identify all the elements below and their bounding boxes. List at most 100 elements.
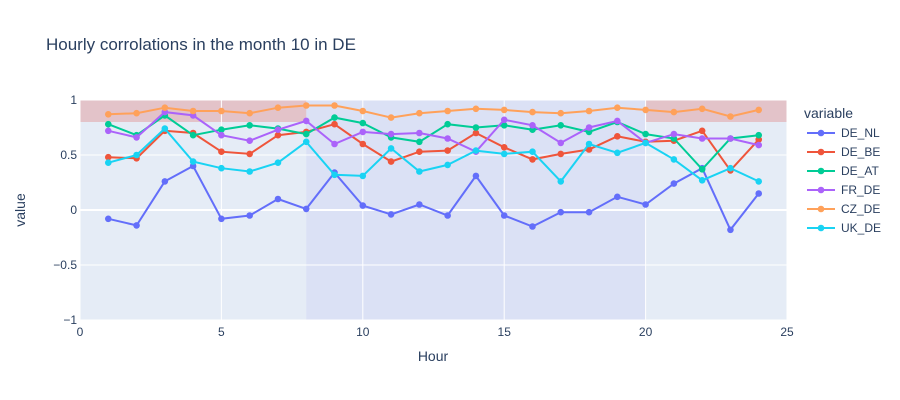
data-point-cz-de [472,105,480,113]
data-point-de-be [529,156,536,163]
legend-label: DE_NL [841,126,880,140]
data-point-uk-de [614,149,621,157]
data-point-de-nl [246,212,253,219]
legend-item-de-nl[interactable]: DE_NL [807,126,880,140]
data-point-cz-de [755,106,763,114]
data-point-cz-de [161,104,169,111]
legend-label: CZ_DE [841,202,880,216]
legend-swatch-marker [817,224,825,232]
data-point-de-at [331,114,338,121]
data-point-de-nl [416,201,423,208]
data-point-de-nl [557,208,565,216]
legend-item-cz-de[interactable]: CZ_DE [807,202,880,216]
data-point-de-nl [755,190,763,197]
data-point-de-nl [161,178,169,185]
data-point-fr-de [387,130,395,138]
data-point-uk-de [133,151,140,159]
data-point-cz-de [218,107,225,115]
series-line-de-at [107,114,759,171]
data-point-cz-de [529,108,536,116]
data-point-de-nl [274,195,282,203]
data-point-cz-de [500,106,508,114]
data-point-uk-de [529,148,536,155]
legend-swatch-marker [817,186,825,194]
series-uk-de [104,125,763,185]
data-point-uk-de [670,156,678,163]
data-point-de-nl [727,226,734,234]
data-point-uk-de [359,172,367,180]
data-point-de-be [274,131,282,139]
data-point-cz-de [387,114,395,121]
data-point-fr-de [557,139,565,147]
data-point-de-at [755,131,763,139]
data-point-de-at [557,122,565,129]
data-point-de-nl [218,215,225,223]
data-point-fr-de [302,117,310,125]
data-point-fr-de [585,124,593,131]
data-point-de-be [472,129,480,137]
legend-item-de-be[interactable]: DE_BE [807,145,880,159]
y-tick-label: 0.5 [60,148,77,162]
data-point-uk-de [585,140,593,148]
data-point-fr-de [104,127,112,135]
data-point-fr-de [727,135,734,142]
legend-label: DE_BE [841,145,880,159]
legend-label: UK_DE [841,221,881,235]
data-point-uk-de [727,164,734,172]
x-tick-label: 0 [77,325,84,339]
data-point-uk-de [472,147,480,154]
data-point-cz-de [698,105,706,113]
data-point-de-nl [529,223,536,230]
data-point-cz-de [104,111,112,118]
data-point-uk-de [189,158,197,165]
data-point-cz-de [246,109,253,117]
legend[interactable]: variable DE_NL DE_BE DE_AT FR_DE CZ_DE UK_DE [804,105,881,235]
legend-swatch-marker [817,205,825,213]
data-point-uk-de [302,138,310,146]
data-point-de-be [500,144,508,151]
legend-item-uk-de[interactable]: UK_DE [807,221,881,235]
legend-label: FR_DE [841,183,880,197]
data-point-cz-de [133,109,140,117]
data-point-de-be [557,150,565,158]
data-point-de-be [387,158,395,165]
data-point-cz-de [189,107,197,115]
data-point-cz-de [359,107,367,115]
data-point-de-at [500,122,508,129]
data-point-uk-de [444,161,451,169]
series-line-de-nl [108,164,760,232]
data-point-de-nl [387,211,395,218]
data-point-fr-de [614,117,621,125]
series-cz-de [104,102,763,121]
data-point-cz-de [302,102,310,109]
data-point-uk-de [246,168,253,175]
legend-swatch-marker [817,167,825,175]
y-tick-label: −0.5 [53,258,77,272]
data-point-uk-de [500,150,508,158]
series-lines [104,102,763,234]
data-point-de-nl [585,208,593,216]
data-point-de-be [585,146,593,153]
tick-labels: 0 5 10 15 20 25 1 0.5 0 −0.5 −1 [53,93,794,339]
data-point-cz-de [444,107,451,115]
data-point-de-be [416,148,423,155]
data-point-de-nl [472,172,480,180]
data-point-uk-de [416,168,423,175]
y-tick-label: −1 [63,313,77,327]
legend-item-de-at[interactable]: DE_AT [807,164,879,178]
x-tick-label: 10 [356,325,370,339]
data-point-de-nl [359,202,367,209]
data-point-fr-de [331,140,338,148]
data-point-de-nl [133,222,140,229]
data-point-de-at [218,126,225,133]
data-point-de-be [331,120,338,128]
data-point-de-be [444,147,451,154]
y-axis-title: value [12,193,28,227]
data-point-uk-de [331,171,338,179]
data-point-fr-de [274,126,282,133]
data-point-fr-de [133,134,140,141]
data-point-uk-de [387,145,395,152]
legend-item-fr-de[interactable]: FR_DE [807,183,880,197]
data-point-uk-de [274,159,282,166]
